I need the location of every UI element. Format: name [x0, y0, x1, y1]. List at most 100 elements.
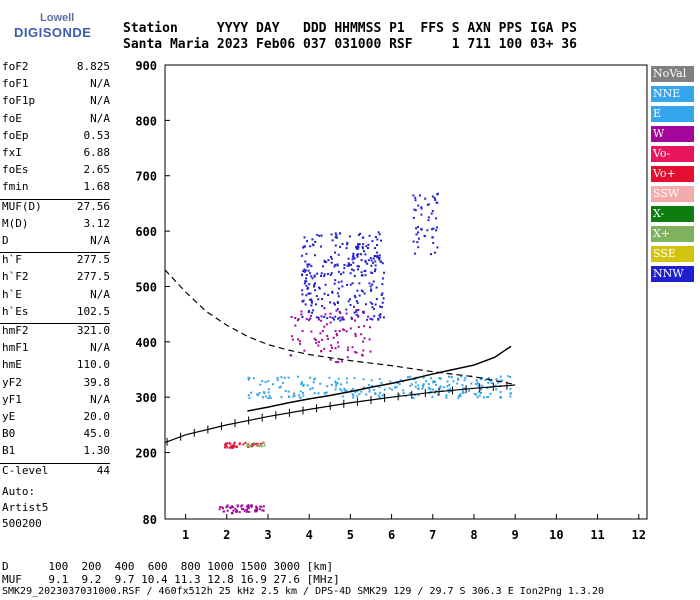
echo-point	[261, 509, 264, 512]
footer-distance-row: D 100 200 400 600 800 1000 1500 3000 [km…	[2, 560, 334, 573]
echo-point	[366, 318, 369, 321]
echo-point	[323, 259, 326, 262]
echo-point	[425, 380, 428, 383]
echo-point	[352, 387, 355, 390]
param-label: foF2	[2, 60, 29, 73]
echo-point	[412, 216, 415, 219]
echo-point	[246, 509, 249, 512]
param-value: 8.825	[76, 60, 110, 73]
echo-point	[421, 387, 424, 390]
echo-point	[442, 386, 445, 389]
echo-point	[366, 262, 369, 265]
echo-point	[334, 315, 337, 318]
legend-item-e: E	[651, 106, 694, 122]
echo-point	[448, 383, 451, 386]
param-label: hmF1	[2, 341, 29, 355]
echo-point	[355, 313, 358, 316]
echo-point	[300, 254, 303, 257]
echo-point	[293, 394, 296, 397]
echo-point	[374, 260, 377, 263]
echo-point	[369, 285, 372, 288]
echo-point	[418, 194, 421, 197]
echo-point	[422, 383, 425, 386]
param-label: h`F	[2, 253, 22, 267]
param-foep: foEp 0.53	[2, 129, 110, 146]
echo-point	[262, 509, 265, 512]
echo-point	[381, 394, 384, 397]
echo-point	[261, 396, 264, 399]
echo-point	[231, 505, 234, 508]
echo-point	[368, 388, 371, 391]
echo-point	[368, 282, 371, 285]
echo-point	[339, 312, 342, 315]
echo-point	[372, 257, 375, 260]
echo-point	[238, 442, 241, 445]
echo-point	[361, 236, 364, 239]
echo-point	[361, 290, 364, 293]
echo-point	[229, 506, 232, 509]
param-value: 6.88	[83, 146, 111, 159]
echo-point	[229, 446, 232, 449]
echo-point	[461, 384, 464, 387]
echo-point	[343, 387, 346, 390]
echo-point	[333, 265, 336, 268]
echo-point	[315, 341, 318, 344]
echo-point	[362, 386, 365, 389]
param-label: hmE	[2, 358, 22, 372]
echo-point	[291, 335, 294, 338]
echo-point	[420, 227, 423, 230]
echo-point	[284, 390, 287, 393]
echo-point	[323, 316, 326, 319]
echo-point	[269, 396, 272, 399]
echo-point	[463, 379, 466, 382]
echo-point	[473, 392, 476, 395]
echo-point	[231, 512, 234, 515]
echo-point	[247, 506, 250, 509]
echo-point	[313, 282, 316, 285]
echo-point	[316, 233, 319, 236]
echo-point	[365, 393, 368, 396]
echo-point	[376, 251, 379, 254]
echo-point	[439, 385, 442, 388]
echo-point	[305, 317, 308, 320]
echo-point	[308, 283, 311, 286]
echo-point	[381, 283, 384, 286]
echo-point	[248, 397, 251, 400]
echo-point	[378, 386, 381, 389]
echo-point	[260, 505, 263, 508]
echo-point	[343, 267, 346, 270]
echo-point	[476, 382, 479, 385]
echo-point	[323, 260, 326, 263]
echo-point	[261, 380, 264, 383]
echo-point	[311, 277, 314, 280]
echo-point	[350, 316, 353, 319]
echo-point	[232, 509, 235, 512]
echo-point	[250, 504, 253, 507]
echo-point	[374, 255, 377, 258]
echo-point	[329, 316, 332, 319]
echo-point	[343, 329, 346, 332]
echo-point	[232, 445, 235, 448]
echo-point	[416, 225, 419, 228]
echo-point	[353, 377, 356, 380]
echo-point	[361, 274, 364, 277]
param-value: 0.53	[83, 128, 111, 142]
echo-point	[300, 310, 303, 313]
echo-point	[280, 396, 283, 399]
echo-point	[236, 445, 239, 448]
echo-point	[325, 323, 328, 326]
echo-point	[336, 301, 339, 304]
echo-point	[279, 385, 282, 388]
echo-point	[329, 350, 332, 353]
echo-point	[412, 240, 415, 243]
echo-point	[319, 332, 322, 335]
echo-point	[351, 258, 354, 261]
echo-point	[313, 378, 316, 381]
echo-point	[362, 349, 365, 352]
echo-point	[330, 272, 333, 275]
echo-point	[312, 309, 315, 312]
param-fof1p: foF1p N/A	[2, 94, 110, 111]
echo-point	[249, 445, 252, 448]
echo-point	[499, 375, 502, 378]
param-separator	[0, 252, 110, 254]
